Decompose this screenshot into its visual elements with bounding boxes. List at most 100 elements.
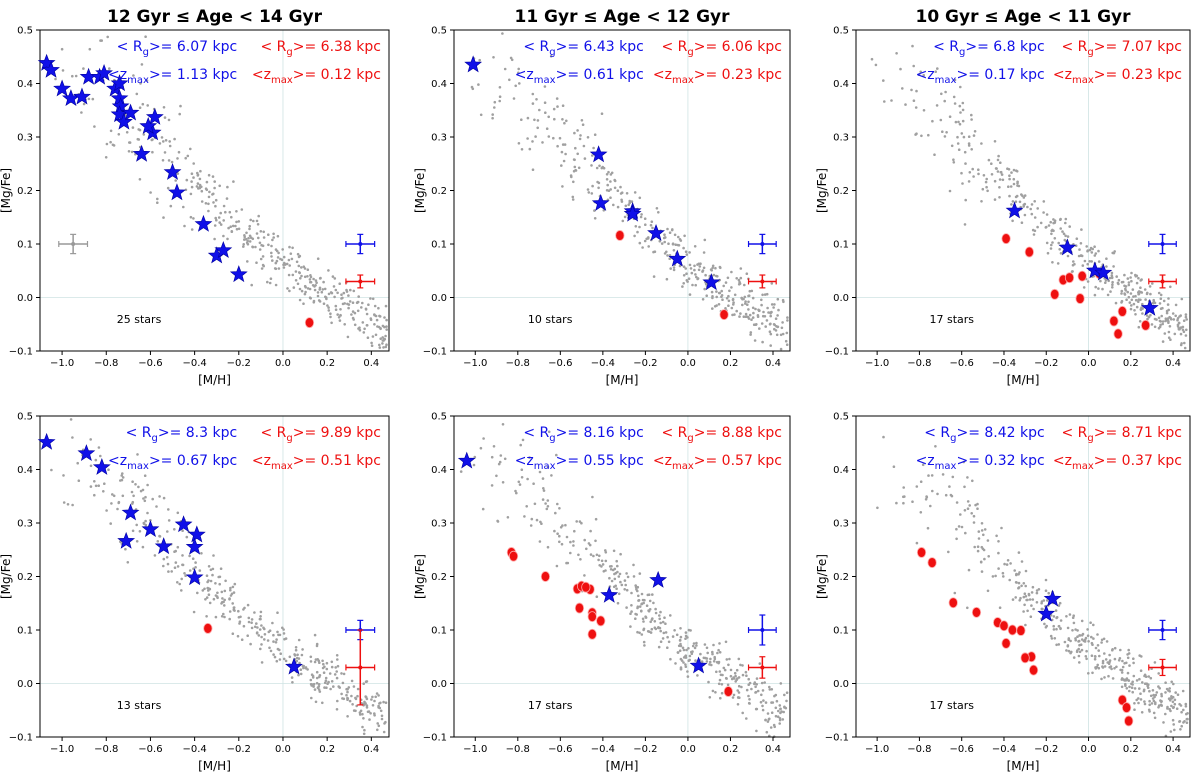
background-point — [783, 693, 786, 697]
background-point — [144, 35, 147, 38]
background-point — [668, 231, 672, 234]
background-point — [146, 483, 149, 487]
background-point — [162, 564, 165, 568]
background-point — [892, 465, 896, 469]
background-point — [681, 646, 685, 650]
background-point — [1150, 323, 1154, 326]
background-point — [1159, 703, 1163, 707]
background-point — [531, 92, 535, 96]
background-point — [1083, 638, 1087, 641]
background-point — [1096, 644, 1100, 647]
background-point — [556, 502, 559, 506]
background-point — [682, 648, 686, 652]
background-point — [292, 286, 296, 289]
background-point — [112, 494, 116, 498]
background-point — [1055, 616, 1059, 619]
background-point — [242, 245, 245, 248]
background-point — [1052, 221, 1055, 225]
background-point — [674, 662, 677, 665]
background-point — [1108, 276, 1112, 280]
background-point — [352, 318, 356, 321]
background-point — [1091, 247, 1094, 251]
background-point — [481, 507, 485, 511]
background-point — [216, 596, 219, 600]
y-tick-label: 0.4 — [431, 465, 447, 476]
background-point — [1138, 654, 1141, 657]
background-point — [642, 601, 645, 605]
background-point — [266, 639, 270, 642]
background-point — [572, 180, 575, 184]
stat-rg-blue: < Rg>= 6.43 kpc — [523, 39, 644, 58]
background-point — [561, 185, 564, 188]
blue-star-marker — [163, 162, 182, 180]
background-point — [779, 711, 782, 715]
background-point — [967, 142, 971, 145]
background-point — [1008, 177, 1011, 181]
background-point — [1049, 220, 1052, 224]
background-point — [373, 714, 376, 717]
background-point — [901, 87, 904, 90]
background-point — [1000, 173, 1004, 176]
background-point — [960, 132, 964, 135]
background-point — [82, 67, 85, 70]
background-point — [370, 698, 373, 701]
background-point — [784, 339, 788, 343]
background-point — [255, 219, 259, 223]
background-point — [715, 295, 718, 299]
background-point — [1005, 563, 1009, 566]
red-circle-marker — [723, 686, 733, 697]
background-point — [972, 521, 976, 524]
background-point — [198, 183, 202, 187]
x-tick-label: −1.0 — [865, 744, 889, 755]
background-point — [602, 166, 606, 170]
background-point — [1162, 299, 1166, 303]
background-point — [268, 646, 271, 650]
background-point — [183, 572, 186, 575]
panel-6: −1.0 −0.8 −0.6 −0.4 −0.2 0.0 0.2 0.4−0.10.00.10… — [815, 412, 1191, 773]
background-point — [652, 275, 656, 278]
background-point — [1145, 314, 1149, 317]
background-point — [650, 627, 654, 631]
background-point — [915, 541, 919, 545]
background-point — [719, 673, 723, 677]
background-point — [979, 560, 983, 564]
background-point — [1076, 635, 1079, 638]
background-point — [964, 162, 967, 165]
background-point — [379, 337, 383, 341]
stat-rg-blue: < Rg>= 6.8 kpc — [933, 39, 1045, 58]
background-point — [719, 696, 722, 700]
background-point — [327, 306, 330, 309]
background-point — [300, 289, 304, 293]
background-point — [615, 587, 618, 590]
background-point — [333, 277, 337, 280]
background-point — [230, 215, 233, 219]
background-point — [222, 234, 225, 238]
background-point — [668, 254, 672, 257]
background-point — [739, 312, 742, 315]
background-point — [1149, 292, 1152, 296]
background-point — [1052, 628, 1056, 631]
background-point — [180, 577, 183, 581]
background-point — [515, 491, 518, 495]
background-point — [1062, 232, 1066, 236]
y-tick-label: 0.3 — [833, 133, 849, 144]
background-point — [274, 261, 278, 265]
background-sample — [459, 423, 789, 738]
background-point — [977, 530, 981, 533]
x-tick-label: 0.2 — [1123, 744, 1139, 755]
background-point — [745, 272, 749, 276]
background-point — [257, 236, 260, 240]
background-point — [561, 104, 565, 107]
y-tick-label: 0.2 — [17, 572, 33, 583]
background-point — [1026, 609, 1029, 613]
background-point — [316, 291, 320, 294]
background-point — [1105, 265, 1108, 268]
background-point — [604, 559, 608, 563]
background-point — [146, 104, 149, 107]
background-point — [762, 310, 765, 314]
background-point — [684, 663, 687, 666]
red-circle-marker — [1117, 306, 1127, 317]
background-point — [356, 300, 360, 304]
background-point — [314, 279, 318, 282]
background-point — [62, 501, 66, 504]
